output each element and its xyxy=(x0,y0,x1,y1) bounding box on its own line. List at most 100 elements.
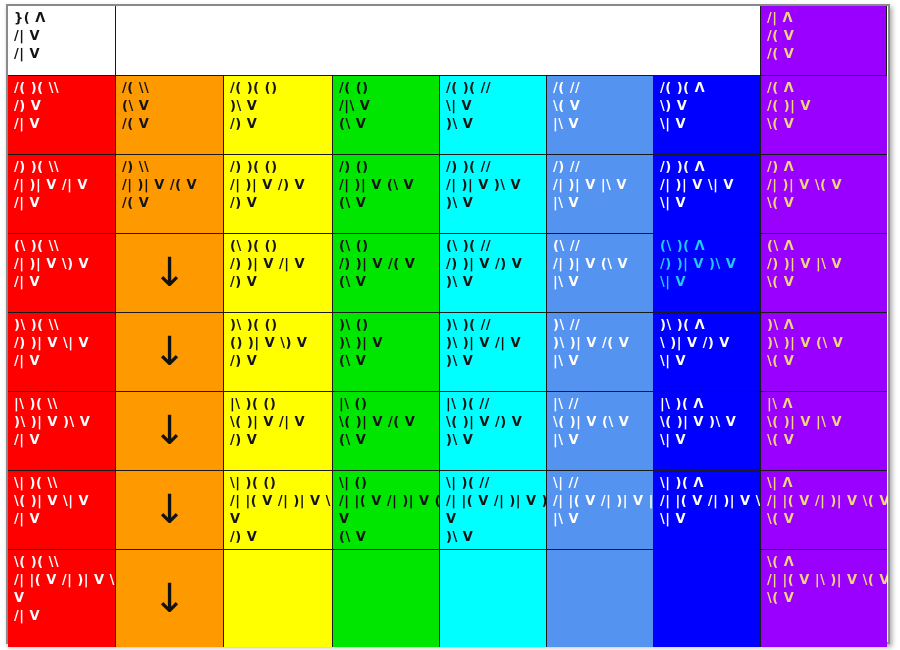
cell-text-line: |\ V xyxy=(553,354,580,369)
cell-text-line: \( V xyxy=(767,591,795,606)
cell-lightblue-row-1: /( // \( V |\ V xyxy=(547,76,654,155)
cell-orange-row-4: ↓ xyxy=(116,313,224,392)
cell-green-row-6: \| () /| |( V /| )| V (\ V (\ V xyxy=(333,471,440,550)
cell-purple-row-7: \( Λ /| |( V |\ )| V \( V \( V xyxy=(761,550,887,647)
cell-green-row-3: (\ () /) )| V /( V (\ V xyxy=(333,234,440,313)
cell-purple-row-3: (\ Λ /) )| V |\ V \( V xyxy=(761,234,887,313)
cell-cyan-row-4: )\ )( //)\ )| V /| V)\ V xyxy=(440,313,547,392)
cell-blue-row-6: \| )( Λ /| |( V /| )| V \| V \| V xyxy=(654,471,761,550)
cell-orange-row-2: /) \\ /| )| V /( V /( V xyxy=(116,155,224,234)
cell-text-line: /| |( V /| )| V \) xyxy=(14,573,116,588)
cell-text-line: /( // xyxy=(553,81,581,96)
cell-text-line: () )| V \) V xyxy=(230,336,308,351)
cell-text-line: )\ )| V /( V xyxy=(553,336,630,351)
cell-text-line: /( )( \\ xyxy=(14,81,60,96)
cell-text-line: /( V xyxy=(122,117,150,132)
cell-text-line: /| )| V /) V xyxy=(230,178,306,193)
cell-text-line: /) () xyxy=(339,160,369,175)
cell-text-line: /) V xyxy=(230,354,258,369)
cell-purple-row-1: /( Λ /( )| V \( V xyxy=(761,76,887,155)
cell-text-line: /| |( V |\ )| V \( V xyxy=(767,573,887,588)
cell-text-line: )\ V xyxy=(446,530,474,545)
cell-text-line: /| |( V /| )| V \ /) xyxy=(230,494,331,509)
cell-green-row-4: )\ ())\ )| V (\ V xyxy=(333,313,440,392)
cell-text-line: )\ )| V xyxy=(339,336,383,351)
cell-text-line: |\ () xyxy=(339,397,368,412)
cell-text-line: /| V xyxy=(14,512,41,527)
cell-purple-row-4: )\ Λ)\ )| V (\ V \( V xyxy=(761,313,887,392)
cell-text-line: \| V xyxy=(660,275,687,290)
cell-cyan-row-6: \| )( // /| |( V /| )| V )\ V)\ V xyxy=(440,471,547,550)
cell-text-line: \| () xyxy=(339,476,368,491)
cell-text-line: \| // xyxy=(553,476,580,491)
cell-text-line: \) V xyxy=(660,99,688,114)
cell-yellow-row-6: \| )( () /| |( V /| )| V \ /) V /) V xyxy=(224,471,333,550)
cell-orange-row-1: /( \\ (\ V /( V xyxy=(116,76,224,155)
cell-blue-row-2: /) )( Λ /| )| V \| V \| V xyxy=(654,155,761,234)
cell-text-line: |\ V xyxy=(553,275,580,290)
cell-text-line: (\ )( // xyxy=(446,239,492,254)
cell-green-row-5: |\ () \( )| V /( V (\ V xyxy=(333,392,440,471)
cell-text-line: )\ () xyxy=(339,318,369,333)
cell-text-line: )\ V xyxy=(230,99,258,114)
cell-text-line: /( () xyxy=(339,81,369,96)
cell-text-line: |\ )( \\ xyxy=(14,397,58,412)
cell-text-line: /( V xyxy=(767,47,795,62)
cell-lightblue-row-7 xyxy=(547,550,654,647)
cell-text-line: /) )| V /| V xyxy=(230,257,306,272)
cell-text-line: )\ )( \\ xyxy=(14,318,60,333)
cell-red-row-6: \| )( \\ \( )| V \| V /| V xyxy=(8,471,116,550)
cell-cyan-row-7 xyxy=(440,550,547,647)
down-arrow-icon: ↓ xyxy=(152,408,187,454)
cell-text-line: /) )( () xyxy=(230,160,278,175)
cell-text-line: /) )| V /( V xyxy=(339,257,416,272)
cell-text-line: /) )| V /) V xyxy=(446,257,523,272)
cell-text-line: \| )( \\ xyxy=(14,476,58,491)
cell-text-line: /| |( V /| )| V |\ V xyxy=(553,494,654,509)
cell-text-line: (\ V xyxy=(339,275,367,290)
cell-yellow-row-1: /( )( ())\ V /) V xyxy=(224,76,333,155)
cell-text-line: /) // xyxy=(553,160,581,175)
cell-purple-row-6: \| Λ /| |( V /| )| V \( V \( V xyxy=(761,471,887,550)
cell-text-line: /) V xyxy=(230,433,258,448)
cell-text-line: \( )( \\ xyxy=(14,555,60,570)
cell-yellow-row-5: |\ )( () \( )| V /| V /) V xyxy=(224,392,333,471)
cell-text-line: \ )| V /) V xyxy=(660,336,730,351)
cell-text-line: /|\ V xyxy=(339,99,371,114)
cell-text-line: )\ V xyxy=(446,354,474,369)
cell-text-line: \( )| V )\ V xyxy=(660,415,737,430)
cell-text-line: \| )( () xyxy=(230,476,277,491)
cell-text-line: \( )| V /| V xyxy=(230,415,306,430)
cell-text-line: (\ V xyxy=(122,99,150,114)
cell-text-line: /| |( V /| )| V \( V xyxy=(767,494,887,509)
cell-orange-row-6: ↓ xyxy=(116,471,224,550)
cell-text-line: \( )| V /) V xyxy=(446,415,523,430)
down-arrow-icon: ↓ xyxy=(152,487,187,533)
cell-text-line: /| )| V /| V xyxy=(14,178,88,193)
cell-text-line: )\ )| V /| V xyxy=(446,336,522,351)
cell-text-line: (\ V xyxy=(339,530,367,545)
cell-text-line: V xyxy=(339,512,350,527)
down-arrow-icon: ↓ xyxy=(152,329,187,375)
cell-text-line: /) \\ xyxy=(122,160,150,175)
cell-text-line: /) )| V |\ V xyxy=(767,257,843,272)
cell-text-line: \| V xyxy=(660,433,687,448)
cell-text-line: |\ )( // xyxy=(446,397,490,412)
cell-text-line: /| V xyxy=(14,196,41,211)
cell-red-row-4: )\ )( \\ /) )| V \| V /| V xyxy=(8,313,116,392)
cell-red-row-2: /) )( \\ /| )| V /| V /| V xyxy=(8,155,116,234)
cell-text-line: \( V xyxy=(767,196,795,211)
cell-text-line: \| V xyxy=(660,354,687,369)
header-corner-cell: }( Λ /| V /| V xyxy=(8,6,116,76)
cell-green-row-1: /( () /|\ V (\ V xyxy=(333,76,440,155)
cell-yellow-row-2: /) )( () /| )| V /) V /) V xyxy=(224,155,333,234)
cell-blue-row-7 xyxy=(654,550,761,647)
cell-text-line: |\ )( Λ xyxy=(660,397,704,412)
cell-red-row-5: |\ )( \\)\ )| V )\ V /| V xyxy=(8,392,116,471)
cell-text-line: (\ )( Λ xyxy=(660,239,706,254)
cell-text-line: /( )( () xyxy=(230,81,278,96)
cell-cyan-row-1: /( )( // \| V)\ V xyxy=(440,76,547,155)
cell-text-line: |\ Λ xyxy=(767,397,794,412)
cell-orange-row-3: ↓ xyxy=(116,234,224,313)
cell-text-line: |\ // xyxy=(553,397,580,412)
